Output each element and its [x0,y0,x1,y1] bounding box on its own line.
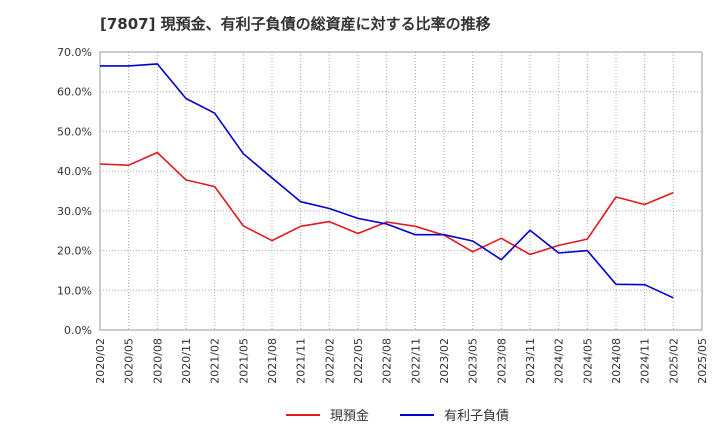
x-tick-label: 2022/02 [323,338,336,384]
x-tick-label: 2021/08 [266,338,279,384]
x-tick-label: 2022/05 [352,338,365,384]
y-tick-label: 10.0% [57,284,92,297]
x-tick-label: 2021/11 [295,338,308,384]
x-tick-label: 2025/05 [696,338,709,384]
x-tick-label: 2024/11 [639,338,652,384]
y-tick-label: 0.0% [64,324,92,337]
x-tick-label: 2022/11 [409,338,422,384]
x-tick-label: 2024/05 [581,338,594,384]
series-line-1 [100,63,674,299]
x-tick-label: 2022/08 [381,338,394,384]
y-tick-label: 30.0% [57,205,92,218]
chart-title: [7807] 現預金、有利子負債の総資産に対する比率の推移 [100,15,491,33]
y-tick-label: 40.0% [57,165,92,178]
series-line-0 [99,151,674,256]
legend-label-1: 有利子負債 [444,409,509,424]
x-tick-label: 2023/08 [495,338,508,384]
plot-frame [99,51,703,331]
x-tick-label: 2024/02 [553,338,566,384]
legend-label-0: 現預金 [330,408,369,424]
x-tick-label: 2020/11 [180,338,193,384]
x-tick-label: 2020/08 [151,338,164,384]
x-tick-label: 2020/05 [123,338,136,384]
x-tick-label: 2021/05 [237,338,250,384]
x-tick-label: 2021/02 [209,338,222,384]
y-tick-label: 70.0% [57,46,92,59]
x-tick-label: 2025/02 [667,338,680,384]
x-tick-label: 2020/02 [94,338,107,384]
x-tick-label: 2023/11 [524,338,537,384]
y-tick-label: 50.0% [57,125,92,138]
y-tick-label: 60.0% [57,86,92,99]
x-tick-label: 2023/05 [467,338,480,384]
y-tick-label: 20.0% [57,245,92,258]
x-tick-label: 2024/08 [610,338,623,384]
x-tick-label: 2023/02 [438,338,451,384]
